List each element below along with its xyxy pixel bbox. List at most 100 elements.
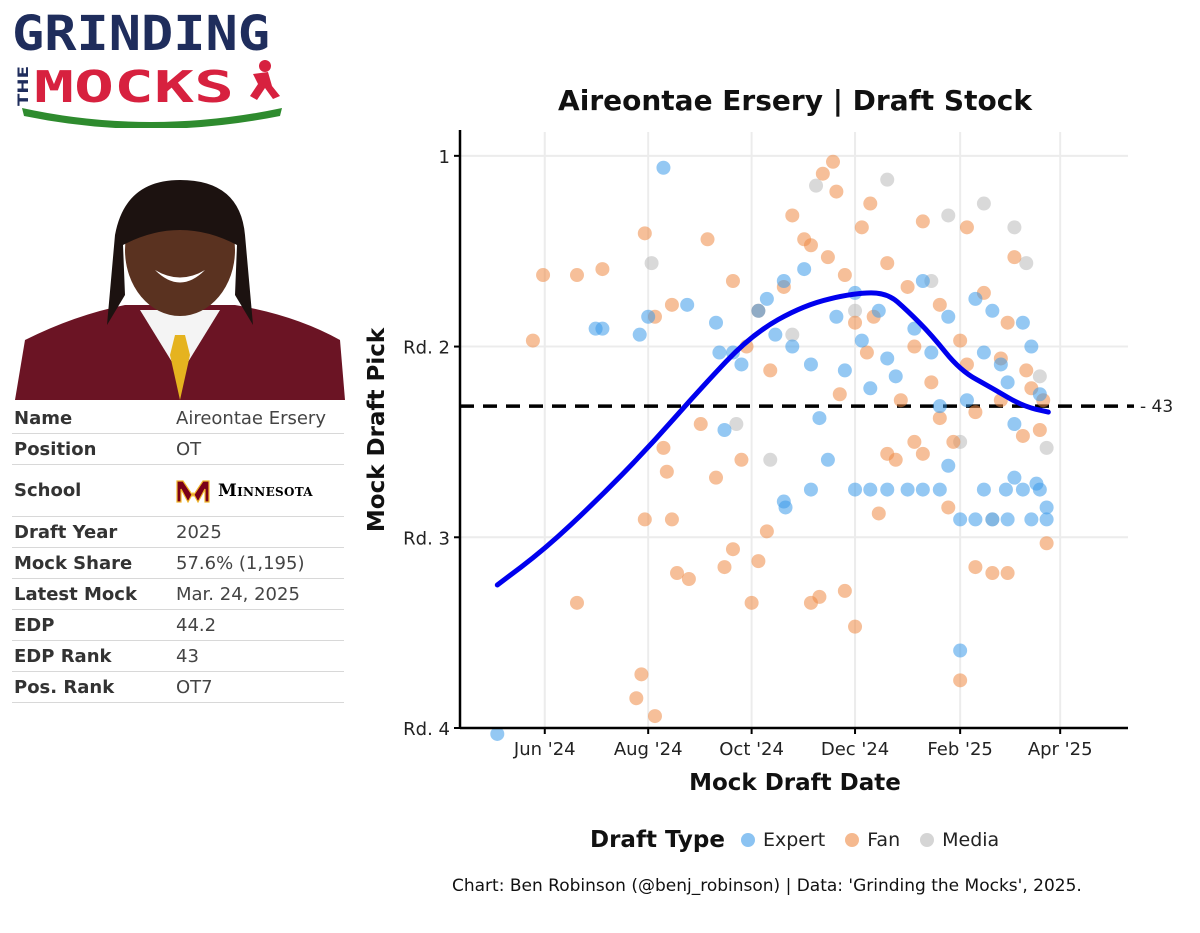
data-point-media: [1039, 440, 1054, 455]
data-point-expert: [680, 297, 695, 312]
data-point-fan: [629, 691, 644, 706]
data-point-expert: [803, 357, 818, 372]
info-row-mock-share: Mock Share 57.6% (1,195): [12, 547, 344, 579]
data-point-fan: [569, 268, 584, 283]
data-point-fan: [700, 232, 715, 247]
data-point-expert: [1000, 512, 1015, 527]
data-point-expert: [709, 315, 724, 330]
data-point-expert: [803, 482, 818, 497]
data-point-fan: [880, 256, 895, 271]
data-point-media: [941, 208, 956, 223]
data-point-fan: [659, 464, 674, 479]
legend-swatch-fan: [845, 833, 860, 847]
data-point-expert: [641, 309, 656, 324]
data-point-fan: [1000, 315, 1015, 330]
player-info-table: Name Aireontae Ersery Position OT School…: [12, 403, 344, 703]
data-point-expert: [829, 309, 844, 324]
info-row-edp: EDP 44.2: [12, 609, 344, 641]
data-point-fan: [725, 274, 740, 288]
player-photo: [15, 175, 345, 400]
x-axis-title: Mock Draft Date: [689, 770, 901, 796]
data-point-fan: [656, 440, 671, 455]
info-value: 57.6% (1,195): [174, 547, 344, 579]
trend-line-group: [494, 290, 1051, 588]
data-point-media: [976, 196, 991, 211]
data-point-expert: [1015, 315, 1030, 330]
data-point-fan: [634, 667, 649, 682]
legend-swatch-expert: [740, 833, 755, 847]
info-label: Position: [12, 433, 174, 465]
data-point-expert: [941, 309, 956, 324]
data-point-fan: [953, 673, 968, 688]
data-point-expert: [1039, 500, 1054, 515]
data-point-fan: [725, 542, 740, 557]
data-point-expert: [820, 452, 835, 467]
y-tick-label: 1: [439, 147, 450, 168]
data-point-fan: [595, 262, 610, 277]
data-point-media: [1032, 369, 1047, 384]
legend-label-media: Media: [942, 829, 1000, 851]
data-point-media: [880, 172, 895, 187]
data-point-fan: [932, 411, 947, 426]
data-point-expert: [751, 303, 766, 318]
data-point-expert: [778, 500, 793, 515]
data-point-expert: [900, 482, 915, 497]
data-point-fan: [848, 315, 863, 330]
data-point-fan: [968, 560, 983, 575]
data-point-fan: [837, 583, 852, 598]
data-point-expert: [932, 482, 947, 497]
x-tick-label: Oct '24: [719, 739, 784, 760]
data-point-media: [763, 452, 778, 467]
data-point-expert: [812, 411, 827, 426]
data-point-fan: [1007, 250, 1022, 265]
data-point-expert: [837, 363, 852, 378]
info-row-school: School Minnesota: [12, 464, 344, 517]
data-point-fan: [832, 387, 847, 402]
data-point-fan: [915, 446, 930, 461]
data-point-fan: [1032, 423, 1047, 437]
grinding-the-mocks-logo: GRINDING THE MOCKS: [12, 8, 282, 128]
data-point-fan: [751, 554, 766, 569]
data-point-fan: [915, 214, 930, 229]
data-point-expert: [941, 458, 956, 473]
data-point-expert: [1024, 339, 1039, 354]
x-tick-label: Apr '25: [1028, 739, 1093, 760]
data-point-expert: [985, 512, 1000, 527]
data-point-fan: [854, 220, 869, 235]
data-point-expert: [953, 512, 968, 527]
data-point-expert: [993, 357, 1008, 372]
data-point-expert: [863, 482, 878, 497]
data-point-fan: [1039, 536, 1054, 551]
legend-swatch-media: [920, 833, 935, 847]
data-point-expert: [1000, 375, 1015, 390]
data-point-expert: [915, 274, 930, 288]
chart-legend: Draft Type Expert Fan Media: [590, 822, 1009, 858]
data-point-expert: [863, 381, 878, 396]
info-label: Latest Mock: [12, 578, 174, 610]
data-point-fan: [709, 470, 724, 485]
data-point-expert: [907, 321, 922, 336]
info-row-edp-rank: EDP Rank 43: [12, 640, 344, 672]
data-point-expert: [776, 274, 791, 288]
x-tick-label: Aug '24: [614, 739, 683, 760]
data-point-expert: [595, 321, 610, 336]
y-tick-label: Rd. 2: [403, 338, 450, 359]
data-point-fan: [744, 595, 759, 610]
data-point-expert: [1032, 387, 1047, 402]
data-point-fan: [664, 512, 679, 527]
info-value: OT7: [174, 671, 344, 703]
data-point-expert: [656, 160, 671, 175]
data-point-expert: [985, 303, 1000, 318]
info-value: OT: [174, 433, 344, 465]
legend-item-fan: Fan: [845, 829, 900, 851]
data-point-fan: [859, 345, 874, 360]
data-point-expert: [759, 291, 774, 306]
data-point-fan: [946, 434, 961, 449]
data-point-expert: [734, 357, 749, 372]
data-point-fan: [536, 268, 551, 283]
data-point-fan: [1015, 428, 1030, 443]
data-point-expert: [854, 333, 869, 348]
data-point-expert: [880, 482, 895, 497]
data-point-fan: [1019, 363, 1034, 378]
data-point-fan: [525, 333, 540, 348]
